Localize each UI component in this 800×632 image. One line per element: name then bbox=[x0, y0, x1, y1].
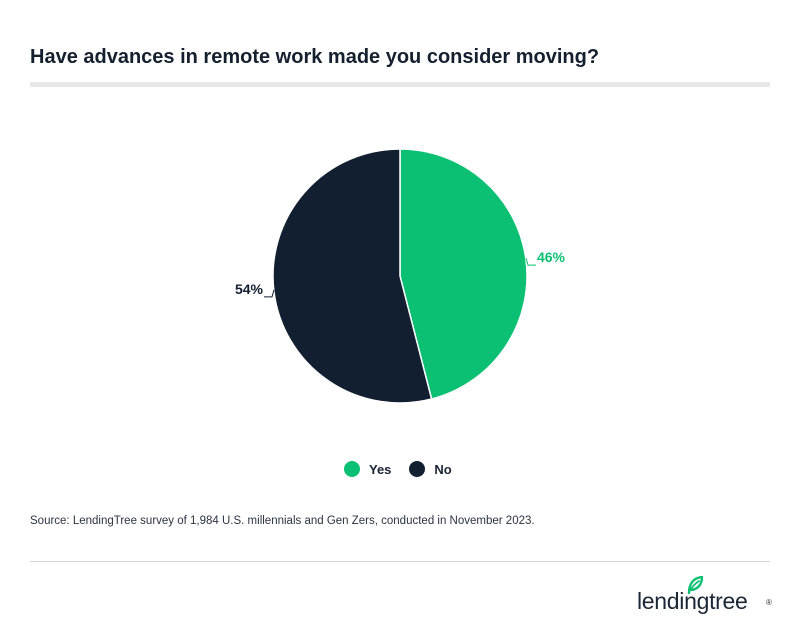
logo-wordmark: lendingtree bbox=[637, 588, 748, 614]
legend-item-no: No bbox=[409, 461, 452, 477]
leader-line-yes bbox=[525, 257, 536, 266]
pie-labels: 46% 54% bbox=[235, 249, 566, 298]
legend-swatch-yes bbox=[344, 461, 360, 477]
legend-label-no: No bbox=[434, 461, 452, 477]
legend-item-yes: Yes bbox=[344, 461, 391, 477]
data-label-no: 54% bbox=[235, 281, 264, 297]
logo-registered-mark: ® bbox=[766, 598, 772, 607]
legend-swatch-no bbox=[409, 461, 426, 477]
legend-label-yes: Yes bbox=[369, 461, 392, 477]
pie-chart: 46% 54% bbox=[235, 148, 566, 404]
data-label-yes: 46% bbox=[537, 249, 566, 265]
chart-title: Have advances in remote work made you co… bbox=[30, 46, 600, 68]
pie-slices bbox=[272, 148, 528, 404]
leaf-icon bbox=[687, 576, 703, 594]
chart-legend: Yes No bbox=[344, 461, 470, 477]
leader-line-no bbox=[264, 289, 275, 298]
footer-divider bbox=[30, 561, 770, 562]
pie-slice-yes bbox=[399, 148, 528, 400]
pie-slice-no bbox=[272, 148, 433, 404]
source-note: Source: LendingTree survey of 1,984 U.S.… bbox=[30, 515, 535, 527]
title-divider bbox=[30, 82, 770, 87]
